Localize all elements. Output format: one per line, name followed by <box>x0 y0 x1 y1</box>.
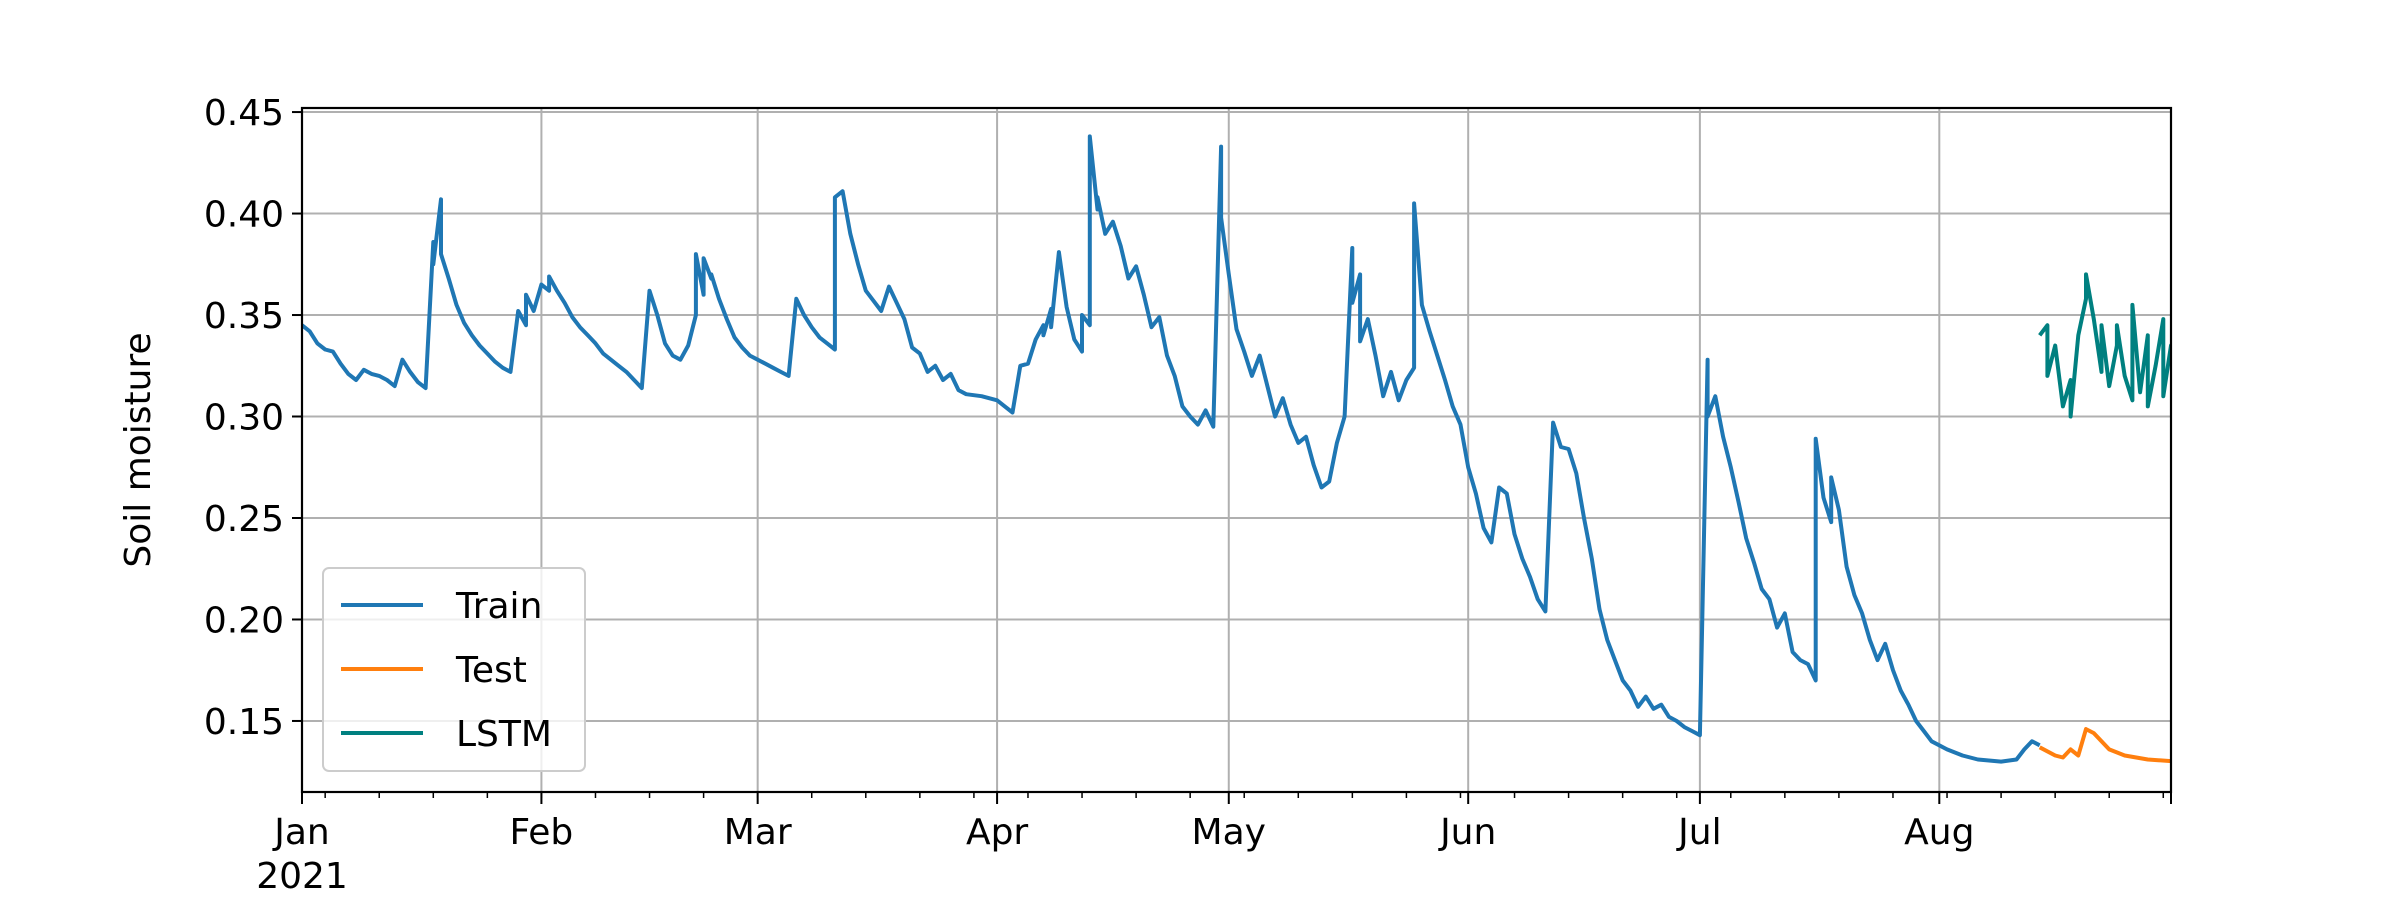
legend: Train Test LSTM <box>322 567 586 772</box>
series-lines <box>302 134 2171 764</box>
plot-frame <box>300 106 2173 794</box>
y-axis-label: Soil moisture <box>118 332 159 567</box>
y-tick-label: 0.20 <box>204 600 284 641</box>
series-line-lstm <box>2038 272 2171 419</box>
y-tick-label: 0.40 <box>204 195 284 236</box>
x-tick-label: Mar <box>724 812 792 853</box>
y-tick-label: 0.30 <box>204 398 284 439</box>
x-tick-label: Jun <box>1438 812 1496 853</box>
y-tick-label: 0.35 <box>204 296 284 337</box>
series-line-train <box>302 134 2041 764</box>
x-tick-label: Jan <box>272 812 330 853</box>
x-tick-label: Apr <box>966 812 1028 853</box>
y-tick-label: 0.25 <box>204 499 284 540</box>
x-tick-label: Jul <box>1676 812 1721 853</box>
legend-label-test: Test <box>455 650 527 691</box>
legend-label-lstm: LSTM <box>456 714 552 755</box>
x-tick-label: Aug <box>1904 812 1974 853</box>
y-tick-label: 0.15 <box>204 702 284 743</box>
legend-label-train: Train <box>455 586 542 627</box>
series-line-test <box>2038 727 2171 764</box>
x-tick-label: Feb <box>510 812 574 853</box>
legend-box <box>322 567 586 772</box>
y-tick-label: 0.45 <box>204 93 284 134</box>
x-tick-label: May <box>1192 812 1266 853</box>
x-tick-sublabel: 2021 <box>256 856 348 897</box>
